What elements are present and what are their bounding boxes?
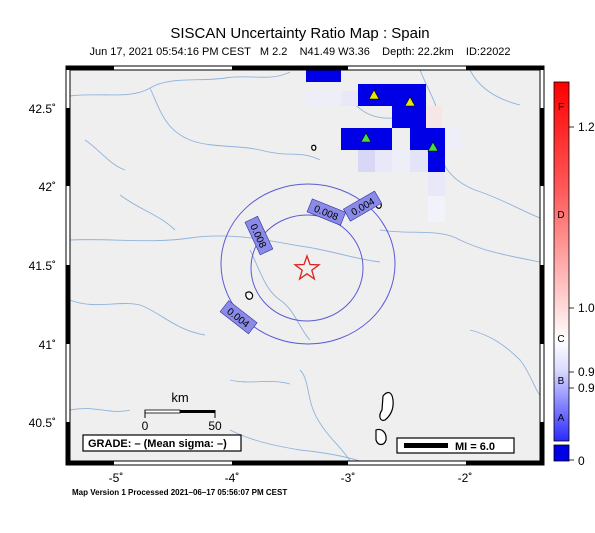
uncertainty-cells (306, 70, 461, 222)
intensity-box: MI = 6.0 (396, 437, 515, 454)
lat-tick-label: 42˚ (39, 180, 56, 194)
lon-tick-label: -3˚ (341, 471, 356, 485)
lat-tick-label: 41.5˚ (29, 259, 56, 273)
processing-footer: Map Version 1 Processed 2021–06–17 05:56… (72, 488, 288, 497)
lon-tick-label: -4˚ (225, 471, 240, 485)
triangle-icon (427, 141, 439, 152)
lat-tick-label: 40.5˚ (29, 416, 56, 430)
star-icon (293, 254, 321, 281)
colorbar-letter: B (558, 376, 565, 387)
intensity-text: MI = 6.0 (455, 441, 495, 453)
triangle-icon (360, 132, 372, 143)
lat-tick-label: 41˚ (39, 338, 56, 352)
contour-outer (220, 183, 396, 345)
colorbar-value: 0.9 (578, 365, 595, 379)
map-frame (65, 65, 545, 466)
colorbar-value: 1.0 (578, 301, 595, 315)
ratio-contours (220, 183, 396, 345)
colorbar-letter: D (557, 210, 564, 221)
lon-tick-label: -2˚ (458, 471, 473, 485)
colorbar-value: 1.2 (578, 120, 595, 134)
triangle-icon (404, 96, 416, 107)
scale-bar-end: 50 (208, 419, 222, 433)
triangle-icon (368, 89, 380, 100)
grade-box: GRADE: – (Mean sigma: –) (82, 434, 242, 452)
contour-labels: 0.004 0.008 0.008 0.004 (219, 190, 382, 335)
map-background (70, 70, 540, 461)
event-subtitle: Jun 17, 2021 05:54:16 PM CEST M 2.2 N41.… (89, 46, 511, 58)
scale-bar: km 0 50 (142, 390, 222, 433)
scale-bar-start: 0 (142, 419, 149, 433)
lakes (245, 144, 394, 446)
colorbar-value: 0.9 (578, 381, 595, 395)
lon-tick-label: -5˚ (109, 471, 124, 485)
lat-axis: 42.5˚ 42˚ 41.5˚ 41˚ 40.5˚ (29, 102, 56, 430)
colorbar-letter: F (558, 102, 564, 113)
rivers (70, 70, 540, 461)
lon-axis: -5˚ -4˚ -3˚ -2˚ (109, 471, 473, 485)
colorbar-letter: C (557, 334, 564, 345)
colorbar-letter: A (558, 413, 565, 424)
color-bar: F D C B A 1.2 1.0 0.9 0.9 0 (553, 81, 595, 468)
map-title: SISCAN Uncertainty Ratio Map : Spain (170, 25, 430, 42)
contour-inner (250, 214, 364, 322)
colorbar-value: 0 (578, 454, 585, 468)
stations (360, 89, 439, 152)
scale-bar-title: km (171, 390, 188, 405)
lat-tick-label: 42.5˚ (29, 102, 56, 116)
grade-text: GRADE: – (Mean sigma: –) (88, 438, 227, 450)
